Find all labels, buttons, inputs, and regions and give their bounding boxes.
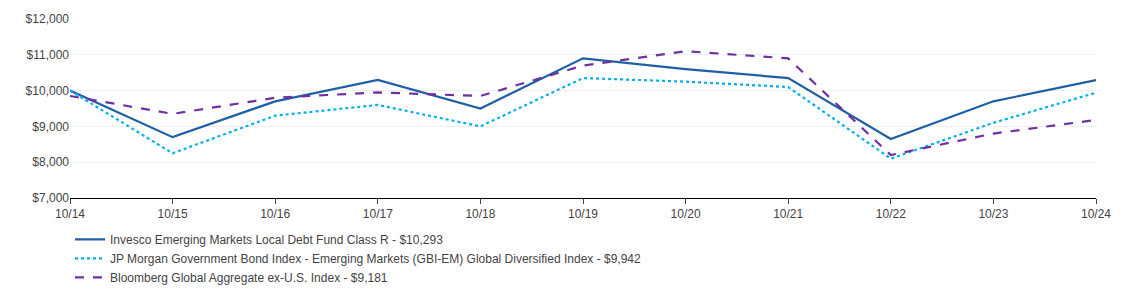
svg-text:10/24: 10/24 — [1081, 207, 1111, 221]
svg-text:JP Morgan Government Bond Inde: JP Morgan Government Bond Index - Emergi… — [110, 252, 641, 266]
svg-text:10/17: 10/17 — [363, 207, 393, 221]
svg-text:10/20: 10/20 — [671, 207, 701, 221]
svg-text:10/18: 10/18 — [465, 207, 495, 221]
svg-text:$11,000: $11,000 — [27, 48, 70, 62]
svg-text:$9,000: $9,000 — [32, 120, 69, 134]
svg-text:$12,000: $12,000 — [26, 12, 70, 26]
svg-text:Bloomberg Global Aggregate ex-: Bloomberg Global Aggregate ex-U.S. Index… — [110, 271, 388, 285]
svg-text:10/22: 10/22 — [876, 207, 906, 221]
svg-text:$7,000: $7,000 — [32, 191, 69, 205]
svg-text:$10,000: $10,000 — [26, 84, 70, 98]
svg-text:10/19: 10/19 — [568, 207, 598, 221]
svg-text:10/14: 10/14 — [55, 207, 85, 221]
svg-text:10/15: 10/15 — [158, 207, 188, 221]
svg-text:10/21: 10/21 — [773, 207, 803, 221]
svg-text:$8,000: $8,000 — [32, 155, 69, 169]
svg-text:10/16: 10/16 — [260, 207, 290, 221]
svg-text:10/23: 10/23 — [978, 207, 1008, 221]
svg-text:Invesco Emerging Markets Local: Invesco Emerging Markets Local Debt Fund… — [110, 233, 443, 247]
